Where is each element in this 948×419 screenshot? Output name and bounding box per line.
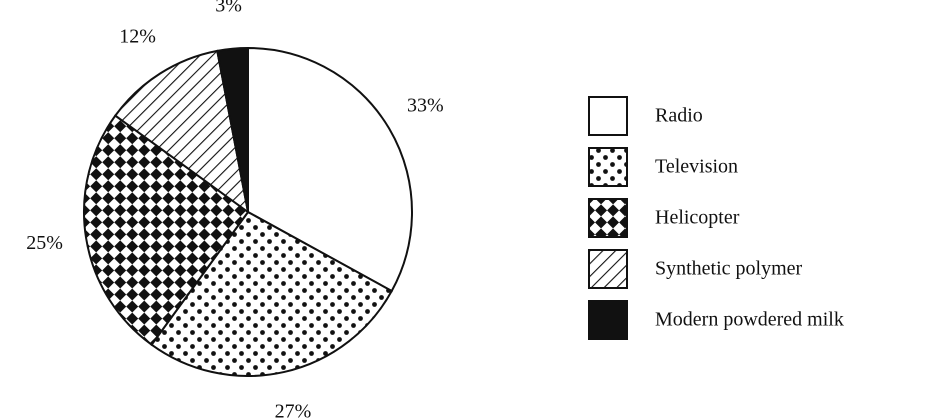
- legend-label: Television: [655, 156, 738, 178]
- pie: 33% 27% 25% 12% 3%: [26, 0, 443, 419]
- pie-slice: [113, 49, 250, 215]
- legend: Radio Television Helicopter Synthetic polym…: [588, 96, 844, 340]
- legend-swatch: [588, 96, 628, 136]
- slice-label: 12%: [119, 26, 156, 48]
- legend-label: Helicopter: [655, 207, 740, 229]
- legend-swatch: [588, 147, 628, 187]
- pie-slice: [247, 46, 413, 293]
- pie-slice: [150, 210, 394, 377]
- slice-label: 27%: [275, 401, 312, 419]
- legend-label: Synthetic polymer: [655, 258, 803, 280]
- slice-label: 3%: [215, 0, 242, 17]
- legend-swatch: [588, 300, 628, 340]
- legend-label: Modern powdered milk: [655, 309, 844, 331]
- legend-label: Radio: [655, 105, 703, 127]
- pie-slice: [83, 114, 250, 347]
- legend-swatch: [588, 198, 628, 238]
- slice-label: 33%: [407, 95, 444, 117]
- pie-slice: [216, 46, 249, 213]
- legend-swatch: [588, 249, 628, 289]
- slice-label: 25%: [26, 232, 63, 254]
